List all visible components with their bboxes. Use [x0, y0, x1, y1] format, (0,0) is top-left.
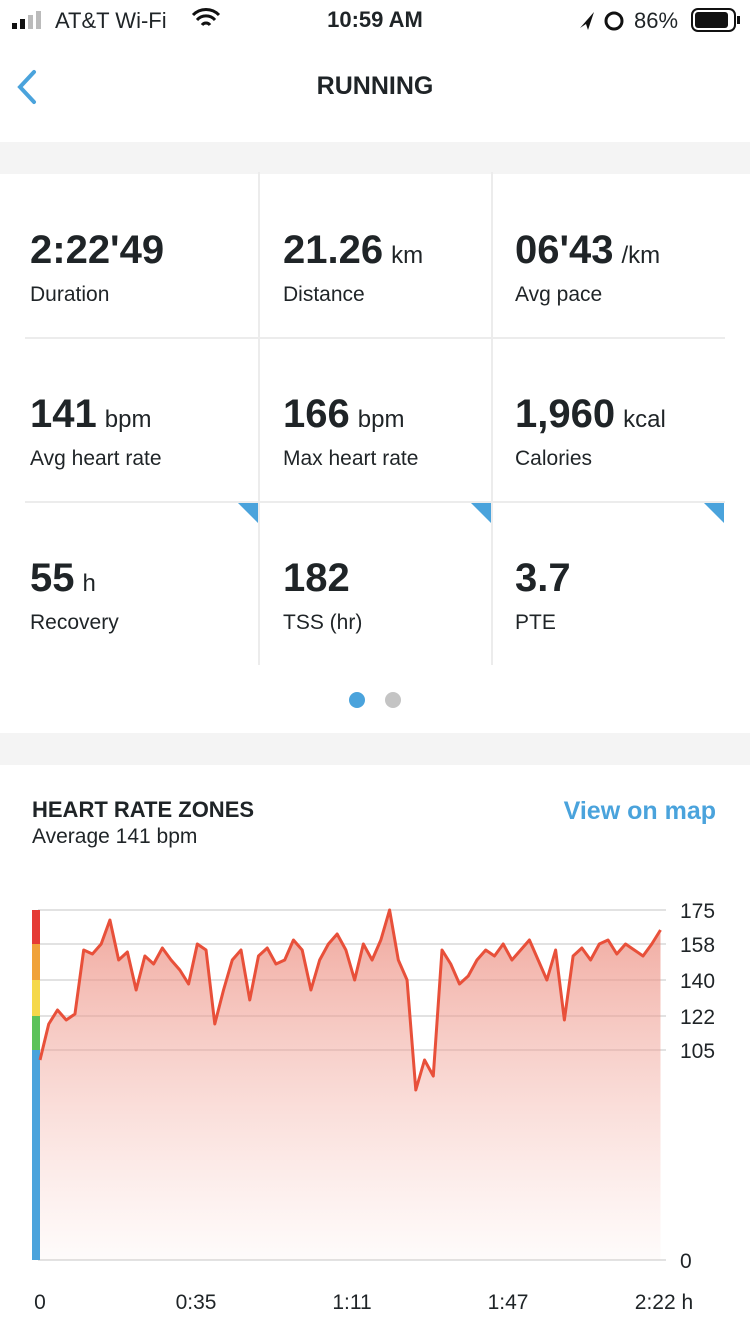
- stat-number: 2:22'49: [30, 228, 165, 272]
- view-on-map-link[interactable]: View on map: [563, 797, 716, 825]
- x-tick-label: 1:47: [488, 1291, 529, 1314]
- section-title: HEART RATE ZONES: [32, 797, 255, 822]
- stat-number: 166: [283, 392, 350, 436]
- x-tick-label: 0:35: [176, 1291, 217, 1314]
- stat-unit: km: [391, 242, 424, 269]
- stat-number: 182: [283, 556, 350, 600]
- corner-marker: [704, 503, 724, 523]
- zone-band: [32, 1050, 40, 1260]
- x-tick-label: 0: [34, 1291, 46, 1314]
- stat-label: Recovery: [30, 611, 119, 634]
- x-tick-label: 1:11: [332, 1291, 371, 1314]
- separator: [0, 733, 750, 765]
- stat-value: 182: [283, 556, 350, 601]
- stat-unit: bpm: [104, 406, 152, 433]
- stat-value: 55 h: [30, 556, 96, 601]
- stat-number: 21.26: [283, 228, 384, 272]
- section-subtitle: Average 141 bpm: [32, 825, 198, 848]
- divider: [25, 337, 725, 339]
- stat-unit: /km: [621, 242, 661, 269]
- back-button[interactable]: [14, 68, 44, 106]
- stat-label: Max heart rate: [283, 447, 419, 470]
- y-tick-label: 158: [680, 934, 715, 957]
- divider: [25, 501, 725, 503]
- stat-unit: kcal: [623, 406, 666, 433]
- stat-label: Distance: [283, 283, 365, 306]
- stat-unit: bpm: [357, 406, 405, 433]
- stat-value: 3.7: [515, 556, 571, 601]
- zone-band: [32, 944, 40, 980]
- status-icons: [12, 8, 740, 32]
- stat-number: 1,960: [515, 392, 616, 436]
- stat-label: Calories: [515, 447, 593, 470]
- battery-level: 86%: [634, 8, 679, 33]
- stat-label: PTE: [515, 611, 556, 634]
- page-title: RUNNING: [316, 72, 434, 100]
- stat-label: Avg heart rate: [30, 447, 162, 470]
- separator: [0, 142, 750, 174]
- stat-value: 06'43/km: [515, 228, 660, 273]
- stat-value: 166 bpm: [283, 392, 404, 437]
- stat-number: 06'43: [515, 228, 614, 272]
- stat-value: 1,960 kcal: [515, 392, 666, 437]
- stat-number: 141: [30, 392, 97, 436]
- y-tick-label: 0: [680, 1250, 692, 1273]
- page-dots[interactable]: [340, 690, 410, 710]
- zone-band: [32, 1016, 40, 1050]
- divider: [491, 172, 493, 665]
- stat-number: 3.7: [515, 556, 571, 600]
- y-tick-label: 105: [680, 1040, 715, 1063]
- stat-label: TSS (hr): [283, 611, 363, 634]
- line: [38, 908, 662, 1092]
- stat-value: 141 bpm: [30, 392, 151, 437]
- area: [40, 910, 661, 1260]
- stat-number: 55: [30, 556, 75, 600]
- stat-label: Avg pace: [515, 283, 603, 306]
- y-tick-label: 175: [680, 900, 715, 923]
- zone-band: [32, 980, 40, 1016]
- stat-unit: h: [82, 570, 96, 597]
- divider: [258, 172, 260, 665]
- corner-marker: [471, 503, 491, 523]
- corner-marker: [238, 503, 258, 523]
- y-tick-label: 122: [680, 1006, 715, 1029]
- clock: 10:59 AM: [327, 7, 423, 32]
- zone-band: [32, 910, 40, 944]
- stat-value: 2:22'49: [30, 228, 164, 273]
- stat-value: 21.26 km: [283, 228, 423, 273]
- x-tick-label: 2:22 h: [635, 1291, 693, 1314]
- carrier: AT&T Wi-Fi: [55, 8, 167, 33]
- stat-label: Duration: [30, 283, 110, 306]
- y-tick-label: 140: [680, 970, 715, 993]
